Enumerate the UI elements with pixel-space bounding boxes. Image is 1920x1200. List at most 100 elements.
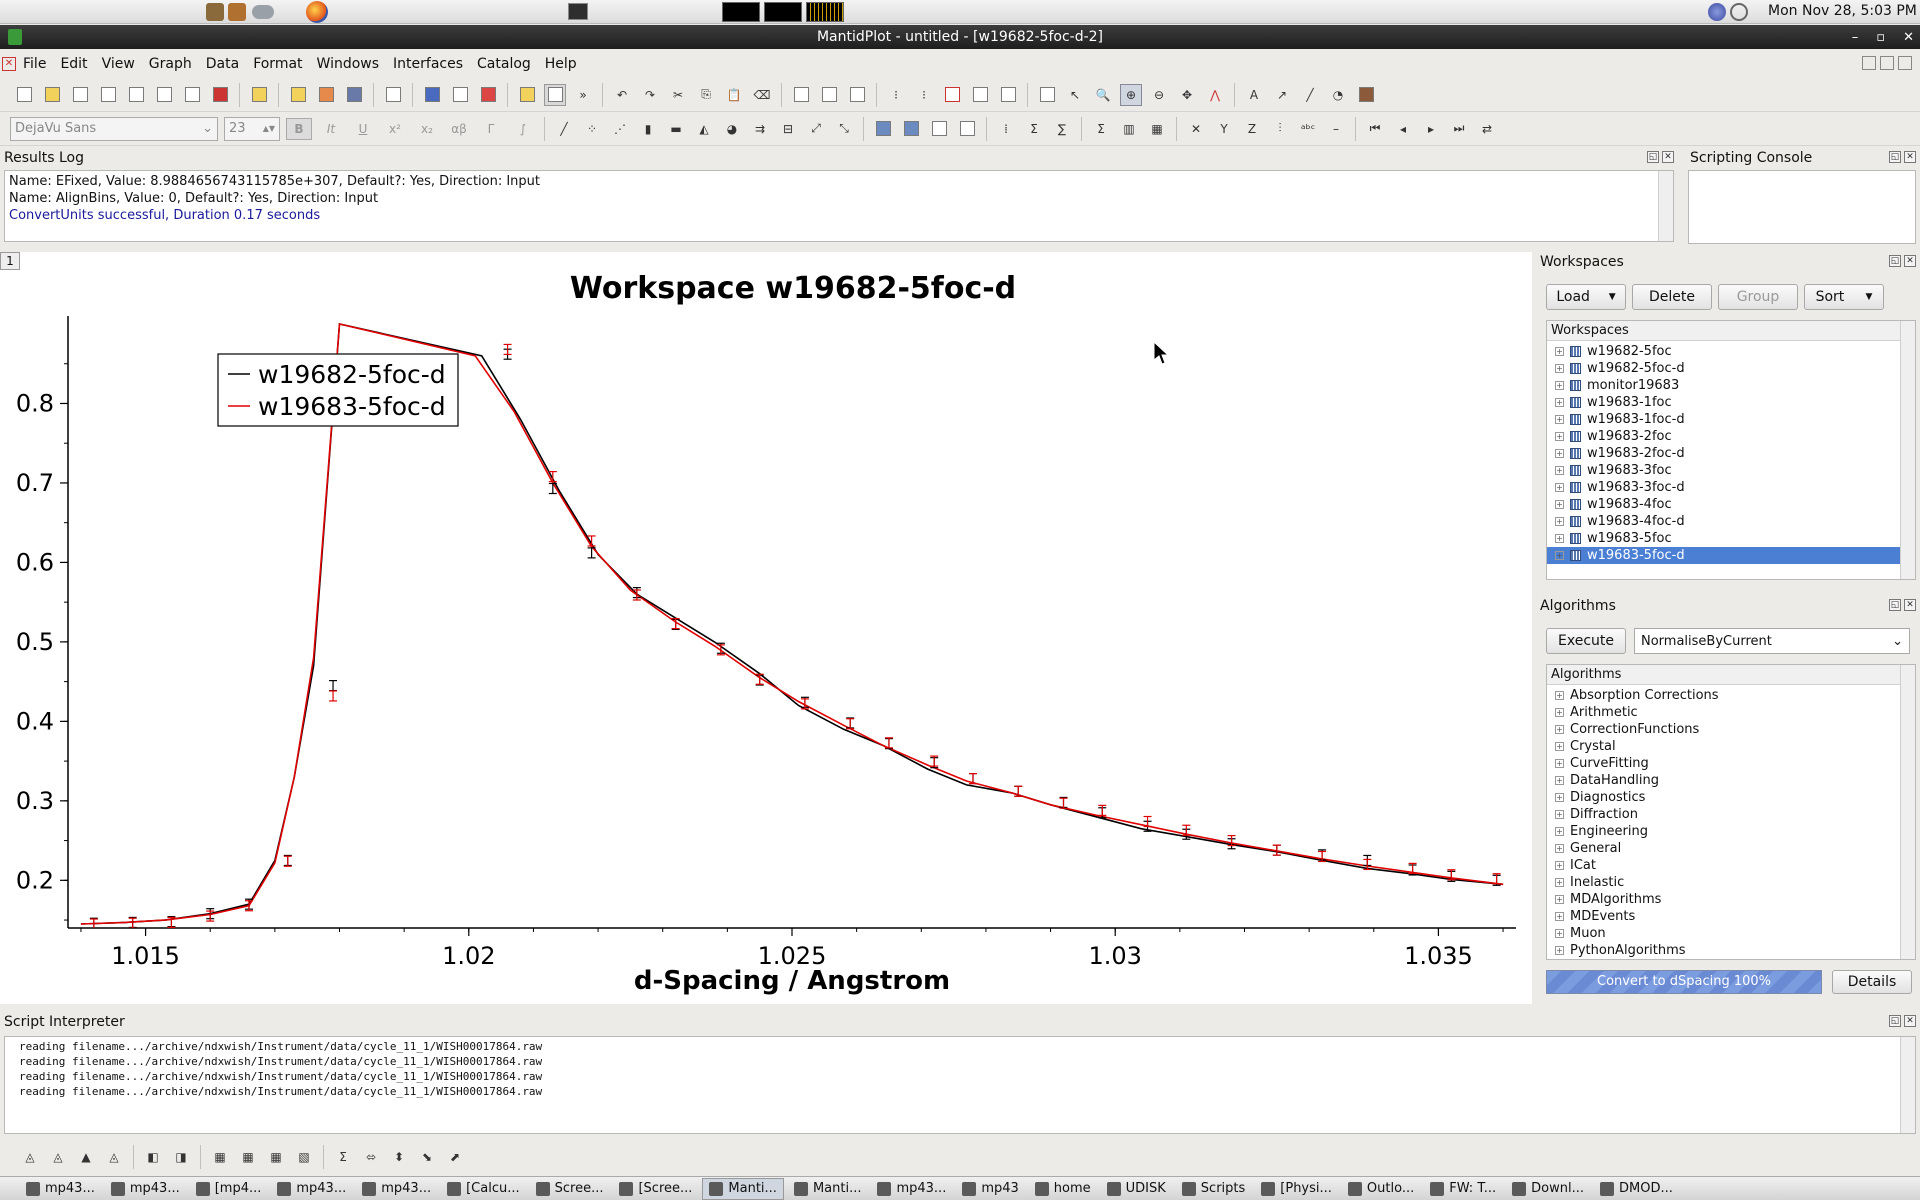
expand-icon[interactable]: + [1555, 759, 1564, 768]
statistics-icon[interactable]: Σ [1030, 121, 1038, 136]
float-icon[interactable]: ◱ [1889, 151, 1901, 163]
swap-icon[interactable]: ⇄ [1481, 121, 1493, 136]
system-icon[interactable] [252, 5, 274, 19]
expand-icon[interactable]: + [1555, 810, 1564, 819]
algorithm-category[interactable]: + ICat [1547, 857, 1915, 874]
interpreter-scrollbar[interactable] [1900, 1037, 1915, 1133]
mdi-minimize-icon[interactable] [1862, 56, 1876, 70]
taskbar-button[interactable]: [Scree... [613, 1178, 698, 1200]
firefox-launcher-icon[interactable] [306, 1, 328, 23]
results-log-text[interactable]: Name: EFixed, Value: 8.9884656743115785e… [4, 170, 1674, 242]
greek-button[interactable]: αβ [451, 121, 467, 136]
select-data-icon[interactable] [1036, 84, 1058, 106]
workspace-item[interactable]: + w19683-2foc [1547, 428, 1915, 445]
project-explorer-icon[interactable] [421, 84, 443, 106]
font-family-select[interactable]: DejaVu Sans ⌄ [10, 116, 218, 141]
plot-3d-ribbon-icon[interactable] [872, 118, 894, 140]
sort-button[interactable]: Sort ▼ [1804, 284, 1884, 310]
grid-front-icon[interactable]: ▦ [214, 1150, 226, 1164]
pan-icon[interactable]: ✥ [1181, 87, 1193, 102]
algorithm-category[interactable]: + MDEvents [1547, 908, 1915, 925]
taskbar-button[interactable]: Manti... [788, 1178, 868, 1200]
group-button[interactable]: Group [1718, 284, 1798, 310]
mdi-restore-icon[interactable] [1880, 56, 1894, 70]
taskbar-button[interactable]: mp43... [105, 1178, 186, 1200]
mdi-close-icon[interactable]: ✕ [2, 57, 16, 71]
line-symbol-plot-icon[interactable]: ⋰ [614, 121, 626, 136]
front-view-icon[interactable]: ◧ [147, 1150, 159, 1164]
float-icon[interactable]: ◱ [1889, 599, 1901, 611]
workspace-item[interactable]: + w19683-3foc-d [1547, 479, 1915, 496]
expand-icon[interactable]: + [1555, 844, 1564, 853]
expand-icon[interactable]: + [1555, 725, 1564, 734]
expand-icon[interactable]: + [1555, 551, 1564, 560]
algorithm-category[interactable]: + Arithmetic [1547, 704, 1915, 721]
rotate-icon[interactable]: ◨ [175, 1150, 187, 1164]
details-button[interactable]: Details [1832, 970, 1912, 994]
new-matrix-icon[interactable] [97, 84, 119, 106]
grid-back-icon[interactable]: ▦ [242, 1150, 254, 1164]
workspace-item[interactable]: + w19682-5foc-d [1547, 360, 1915, 377]
taskbar-button[interactable]: Downl... [1506, 1178, 1590, 1200]
system-monitor-icon[interactable] [806, 2, 844, 22]
zoom-in-icon[interactable]: ⊕ [1120, 83, 1142, 106]
superscript-button[interactable]: x² [389, 121, 401, 136]
close-icon[interactable]: ✕ [1904, 599, 1916, 611]
minimize-icon[interactable]: – [1851, 29, 1859, 45]
recent-icon[interactable] [315, 84, 337, 106]
fit-view-icon[interactable]: ⬈ [449, 1150, 461, 1164]
workspace-tree[interactable]: Workspaces + w19682-5foc + w19682-5foc-d + mo… [1546, 320, 1916, 580]
italic-button[interactable]: It [326, 121, 336, 136]
expand-icon[interactable]: + [1555, 912, 1564, 921]
workspace-scrollbar[interactable] [1900, 321, 1915, 579]
sum-icon[interactable]: Σ [1097, 121, 1105, 136]
algorithm-category[interactable]: + CurveFitting [1547, 755, 1915, 772]
last-icon[interactable]: ⏭ [1453, 121, 1465, 135]
add-layer-icon[interactable] [790, 84, 812, 106]
screen-reader-icon[interactable]: ⁝ [922, 87, 926, 102]
workspace-item[interactable]: + w19682-5foc [1547, 343, 1915, 360]
new-3d-plot-icon[interactable] [209, 84, 231, 106]
plot-3d-bars-icon[interactable] [900, 118, 922, 140]
mantid-app-icon[interactable] [8, 29, 22, 45]
close-icon[interactable]: ✕ [1662, 151, 1674, 163]
math-symbol-button[interactable]: ∫ [519, 121, 527, 136]
taskbar-button[interactable]: [Physi... [1255, 1178, 1338, 1200]
menu-graph[interactable]: Graph [148, 56, 192, 72]
menu-edit[interactable]: Edit [60, 56, 88, 72]
reset-view-icon[interactable]: ⬊ [421, 1150, 433, 1164]
expand-icon[interactable]: + [1555, 466, 1564, 475]
horizontal-bars-icon[interactable]: ▬ [670, 121, 682, 136]
vertical-bars-icon[interactable]: ▮ [644, 121, 652, 136]
terminal-launcher-icon[interactable] [568, 3, 588, 20]
expand-icon[interactable]: + [1555, 708, 1564, 717]
algorithm-category[interactable]: + MDAlgorithms [1547, 891, 1915, 908]
algorithm-category[interactable]: + Absorption Corrections [1547, 687, 1915, 704]
taskbar-button[interactable]: mp43... [20, 1178, 101, 1200]
paste-icon[interactable]: 📋 [726, 87, 742, 102]
algorithm-scrollbar[interactable] [1900, 665, 1915, 959]
plot-3d-scatter-icon[interactable] [928, 118, 950, 140]
copy-icon[interactable]: ⎘ [701, 87, 711, 101]
expand-icon[interactable]: + [1555, 500, 1564, 509]
menu-data[interactable]: Data [205, 56, 240, 72]
zoom-out-icon[interactable]: ⊖ [1153, 87, 1165, 102]
taskbar-button[interactable]: Scripts [1176, 1178, 1251, 1200]
expand-icon[interactable]: + [1555, 793, 1564, 802]
expand-icon[interactable]: + [1555, 776, 1564, 785]
network-icon[interactable] [1708, 3, 1726, 21]
menu-view[interactable]: View [101, 56, 135, 72]
taskbar-button[interactable]: mp43... [271, 1178, 352, 1200]
expand-icon[interactable]: + [1555, 878, 1564, 887]
previous-icon[interactable]: ◂ [1399, 121, 1407, 136]
expand-icon[interactable]: + [1555, 827, 1564, 836]
expand-icon[interactable]: + [1555, 742, 1564, 751]
algorithm-category[interactable]: + PythonAlgorithms [1547, 942, 1915, 959]
area-plot-icon[interactable]: ◭ [699, 121, 709, 136]
float-icon[interactable]: ◱ [1647, 151, 1659, 163]
set-as-y-icon[interactable]: Y [1220, 121, 1228, 136]
close-icon[interactable]: ✕ [1903, 29, 1914, 45]
draw-arrow-icon[interactable]: ↗ [1276, 87, 1288, 102]
algorithm-category[interactable]: + Engineering [1547, 823, 1915, 840]
algorithm-category[interactable]: + DataHandling [1547, 772, 1915, 789]
